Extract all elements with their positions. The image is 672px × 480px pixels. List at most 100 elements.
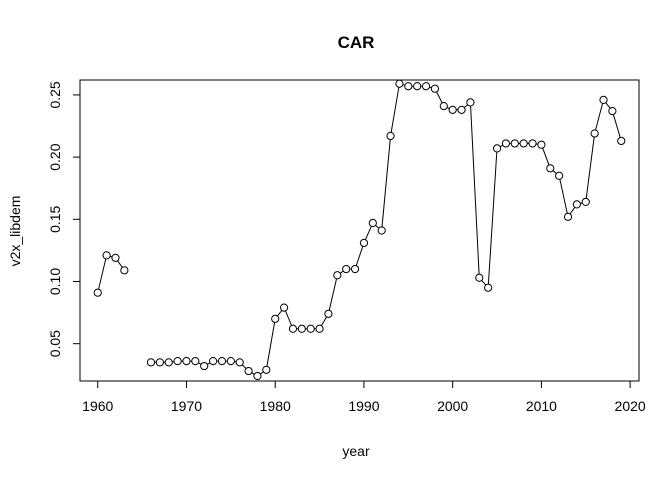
data-point: [546, 164, 555, 173]
data-point: [208, 356, 218, 366]
series-segment: [463, 104, 468, 108]
series-segment: [436, 91, 443, 104]
data-series: [93, 79, 626, 381]
series-segment: [375, 224, 380, 229]
y-tick-label: 0.25: [47, 81, 63, 108]
data-point: [528, 139, 537, 148]
data-point: [111, 253, 120, 262]
data-point: [368, 218, 377, 228]
data-point: [555, 171, 564, 180]
data-point: [386, 131, 395, 141]
data-point: [164, 358, 173, 367]
data-point: [581, 197, 590, 206]
series-segment: [381, 139, 391, 227]
series-segment: [595, 103, 604, 131]
series-segment: [277, 310, 283, 317]
data-point: [395, 79, 404, 88]
data-point: [279, 303, 289, 312]
data-point: [333, 271, 342, 280]
data-point: [235, 358, 244, 367]
series-segment: [320, 316, 328, 326]
series-segment: [339, 270, 344, 274]
series-segment: [569, 207, 576, 215]
series-segment: [612, 114, 621, 138]
series-segment: [364, 226, 372, 240]
y-axis: 0.05 0.10 0.15 0.20 0.25: [47, 81, 81, 357]
data-point: [590, 129, 599, 138]
series-segment: [117, 260, 123, 268]
data-point: [563, 212, 573, 221]
x-tick-label: 1960: [82, 398, 113, 414]
data-point: [93, 288, 102, 297]
data-point: [244, 366, 253, 376]
data-point: [484, 283, 493, 292]
data-point: [297, 324, 306, 333]
x-tick-label: 2010: [526, 398, 557, 414]
data-point: [342, 264, 351, 274]
series-segment: [552, 170, 557, 174]
data-point: [466, 98, 475, 107]
x-tick-label: 1970: [171, 398, 202, 414]
series-segment: [241, 364, 247, 369]
data-point: [324, 309, 333, 318]
y-tick-label: 0.15: [47, 205, 63, 232]
data-point: [155, 358, 164, 367]
data-point: [448, 105, 457, 114]
series-segment: [542, 147, 550, 166]
series-segment: [585, 136, 595, 199]
series-segment: [390, 87, 400, 133]
series-segment: [98, 258, 107, 290]
data-point: [599, 95, 608, 105]
data-point: [102, 251, 111, 260]
y-axis-label: v2x_libdem: [7, 196, 23, 267]
series-segment: [285, 310, 293, 326]
data-point: [519, 139, 528, 148]
data-point: [572, 200, 581, 209]
x-tick-label: 2000: [437, 398, 468, 414]
data-point: [191, 356, 200, 366]
data-point: [120, 266, 129, 275]
series-segment: [355, 246, 364, 266]
x-axis-label: year: [342, 443, 370, 459]
data-point: [262, 365, 271, 374]
data-point: [359, 238, 369, 248]
data-point: [200, 361, 209, 371]
x-axis: 1960 1970 1980 1990 2000 2010 2020: [82, 380, 646, 414]
series-segment: [260, 371, 264, 375]
series-segment: [559, 179, 568, 214]
data-point: [377, 226, 386, 235]
data-point: [271, 314, 280, 323]
data-point: [492, 144, 502, 153]
x-tick-label: 1990: [348, 398, 379, 414]
data-point: [439, 102, 448, 111]
data-point: [430, 84, 440, 93]
data-point: [315, 324, 324, 333]
data-point: [617, 136, 626, 146]
data-point: [226, 356, 235, 366]
y-tick-label: 0.10: [47, 268, 63, 295]
x-tick-label: 1980: [260, 398, 291, 414]
x-tick-label: 2020: [615, 398, 646, 414]
data-point: [413, 82, 422, 91]
y-tick-label: 0.20: [47, 143, 63, 170]
data-point: [421, 82, 431, 91]
data-point: [475, 273, 484, 282]
data-point: [510, 139, 519, 148]
data-point: [306, 324, 315, 333]
data-point: [173, 356, 182, 366]
data-point: [288, 324, 298, 333]
data-point: [457, 105, 466, 114]
plot-frame: [79, 79, 640, 382]
data-point: [253, 371, 262, 381]
data-point: [146, 358, 156, 367]
y-tick-label: 0.05: [47, 330, 63, 357]
data-point: [217, 356, 227, 366]
data-point: [350, 264, 360, 274]
series-segment: [487, 151, 498, 285]
series-segment: [328, 278, 337, 311]
series-segment: [266, 322, 276, 367]
data-point: [501, 139, 511, 148]
series-segment: [470, 105, 480, 275]
series-segment: [481, 280, 487, 286]
